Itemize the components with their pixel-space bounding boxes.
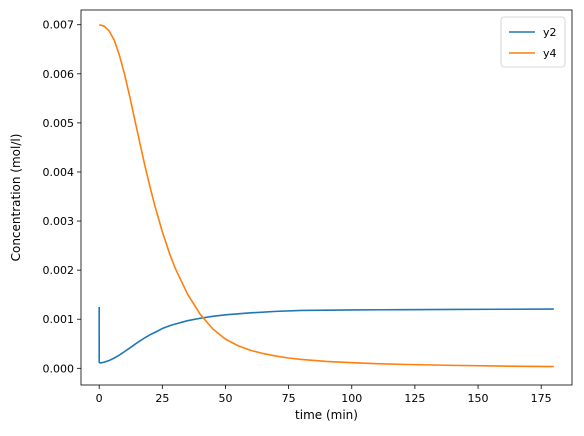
y-tick-label: 0.006 — [43, 68, 75, 81]
x-axis-label: time (min) — [295, 408, 358, 422]
legend-label-y2: y2 — [543, 26, 557, 39]
axes-frame — [80, 9, 573, 386]
axes: 0 25 50 75 100 125 150 175 0.000 0.001 0.002 0.003 0… — [43, 9, 573, 405]
legend: y2 y4 — [500, 16, 566, 68]
y-tick-label: 0.003 — [43, 215, 75, 228]
x-tick-label: 25 — [155, 392, 169, 405]
x-tick-label: 75 — [282, 392, 296, 405]
y-tick-label: 0.004 — [43, 166, 75, 179]
x-tick-label: 100 — [341, 392, 362, 405]
x-tick-label: 0 — [96, 392, 103, 405]
y-tick-label: 0.002 — [43, 264, 75, 277]
x-tick-label: 150 — [468, 392, 489, 405]
y-tick-label: 0.007 — [43, 19, 75, 32]
y-axis-label: Concentration (mol/l) — [9, 134, 23, 262]
y-tick-label: 0.000 — [43, 362, 75, 375]
y-tick-label: 0.001 — [43, 313, 75, 326]
x-tick-label: 175 — [531, 392, 552, 405]
plot-area — [98, 23, 554, 368]
legend-label-y4: y4 — [543, 47, 557, 60]
series-line-y4 — [98, 23, 554, 368]
x-tick-label: 50 — [218, 392, 232, 405]
x-tick-label: 125 — [404, 392, 425, 405]
y-tick-label: 0.005 — [43, 117, 75, 130]
legend-box — [500, 16, 566, 68]
series-line-y2 — [98, 306, 554, 364]
